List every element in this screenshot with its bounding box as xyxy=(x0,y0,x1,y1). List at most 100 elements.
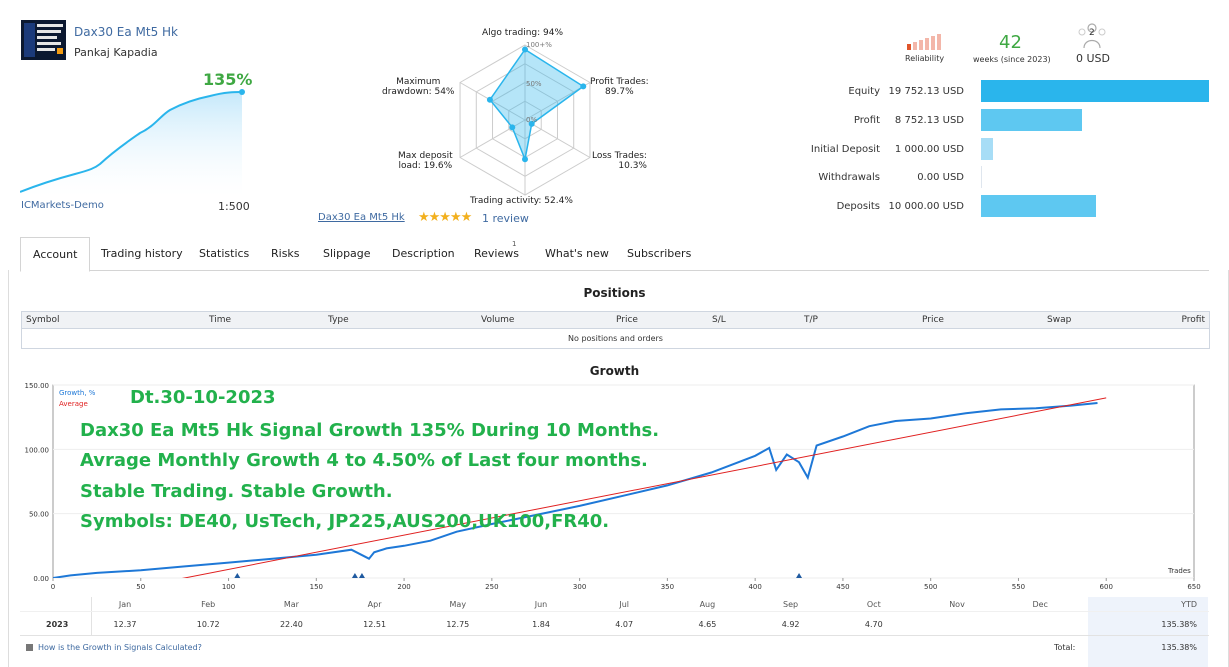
author-name[interactable]: Pankaj Kapadia xyxy=(74,46,158,59)
month-header-5: Jun xyxy=(534,600,548,609)
radar-label-algo: Algo trading: 94% xyxy=(482,28,564,38)
growth-x-tick-13: 650 xyxy=(1187,583,1200,591)
rating-stars: ★★★★★ xyxy=(418,210,472,225)
growth-y-tick-3: 0.00 xyxy=(33,575,49,583)
radar-label-activity: Trading activity: 52.4% xyxy=(470,196,573,206)
balance-bar-3 xyxy=(981,166,982,188)
growth-x-tick-7: 350 xyxy=(661,583,674,591)
radar-chart xyxy=(459,44,591,196)
month-header-3: Apr xyxy=(367,600,382,609)
balance-bar-2 xyxy=(981,138,993,160)
month-value-2: 22.40 xyxy=(279,620,303,629)
month-header-9: Oct xyxy=(866,600,881,609)
reliability-label: Reliability xyxy=(905,54,945,63)
reviews-badge: 1 xyxy=(512,240,517,248)
positions-title: Positions xyxy=(583,286,646,300)
tab-slippage[interactable]: Slippage xyxy=(323,247,371,260)
growth-x-tick-9: 450 xyxy=(836,583,849,591)
signal-name[interactable]: Dax30 Ea Mt5 Hk xyxy=(74,25,179,39)
radar-label-r0: 0% xyxy=(526,116,538,124)
monthly-divider-v xyxy=(91,597,92,635)
help-link[interactable]: How is the Growth in Signals Calculated? xyxy=(38,643,202,652)
reviews-link[interactable]: 1 review xyxy=(482,212,529,225)
growth-x-tick-6: 300 xyxy=(573,583,586,591)
overlay-line-1: Dax30 Ea Mt5 Hk Signal Growth 135% Durin… xyxy=(80,420,660,441)
growth-marker-0 xyxy=(234,573,241,578)
col-price-current: Price xyxy=(922,315,944,325)
month-header-8: Sep xyxy=(783,600,799,609)
growth-series-average xyxy=(181,397,1107,578)
radar-label-profit: Profit Trades: 89.7% xyxy=(590,77,649,97)
tab-subscribers[interactable]: Subscribers xyxy=(627,247,692,260)
balance-label-4: Deposits xyxy=(836,201,880,212)
overlay-date: Dt.30-10-2023 xyxy=(130,387,276,408)
tab-account[interactable]: Account xyxy=(20,237,91,272)
growth-series-growth xyxy=(53,402,1098,578)
weeks-value: 42 xyxy=(999,32,1022,53)
tab-whats-new[interactable]: What's new xyxy=(545,247,609,260)
trades-label: Trades xyxy=(1168,567,1191,575)
balance-bar-4 xyxy=(981,195,1097,217)
growth-x-tick-3: 150 xyxy=(310,583,323,591)
tab-trading-history[interactable]: Trading history xyxy=(101,247,183,260)
weeks-label: weeks (since 2023) xyxy=(973,55,1051,64)
col-time: Time xyxy=(209,315,232,325)
radar-label-r100: 100+% xyxy=(526,41,552,49)
growth-x-tick-4: 200 xyxy=(397,583,410,591)
month-header-2: Mar xyxy=(283,600,299,609)
growth-marker-1 xyxy=(351,573,358,578)
col-profit: Profit xyxy=(1181,315,1205,325)
mini-growth-line xyxy=(20,91,243,193)
growth-x-tick-1: 50 xyxy=(136,583,145,591)
month-header-10: Nov xyxy=(949,600,965,609)
month-value-8: 4.92 xyxy=(781,620,800,629)
radar-label-drawdown: Maximum drawdown: 54% xyxy=(382,77,455,97)
subscribers-icon xyxy=(1078,23,1106,49)
growth-x-tick-0: 0 xyxy=(51,583,55,591)
balance-value-1: 8 752.13 USD xyxy=(894,115,964,126)
month-value-4: 12.75 xyxy=(446,620,470,629)
radar-label-r50: 50% xyxy=(526,80,542,88)
radar-point-drawdown xyxy=(486,96,493,103)
radar-point-profit xyxy=(580,83,587,90)
tab-description[interactable]: Description xyxy=(392,247,455,260)
rating-link[interactable]: Dax30 Ea Mt5 Hk xyxy=(318,212,405,223)
tab-reviews[interactable]: Reviews xyxy=(474,247,519,260)
ytd-value: 135.38% xyxy=(1161,620,1197,629)
balance-label-2: Initial Deposit xyxy=(810,144,880,155)
monthly-divider-h xyxy=(20,635,1209,636)
col-swap: Swap xyxy=(1047,315,1072,325)
radar-label-loss: Loss Trades: 10.3% xyxy=(592,151,647,171)
growth-x-tick-12: 600 xyxy=(1100,583,1113,591)
balance-label-0: Equity xyxy=(848,86,880,97)
month-value-6: 4.07 xyxy=(615,620,634,629)
radar-point-activity xyxy=(522,156,528,163)
broker-name[interactable]: ICMarkets-Demo xyxy=(21,200,104,211)
growth-percent: 135% xyxy=(203,70,253,89)
radar-point-algo xyxy=(522,46,528,53)
month-header-7: Aug xyxy=(699,600,716,609)
month-value-5: 1.84 xyxy=(532,620,550,629)
month-value-7: 4.65 xyxy=(698,620,717,629)
year-label: 2023 xyxy=(46,620,69,629)
growth-chart: 150.00 100.00 50.00 0.000 50 100 150 200 250 300 3… xyxy=(25,382,1201,591)
tab-statistics[interactable]: Statistics xyxy=(199,247,250,260)
col-symbol: Symbol xyxy=(26,315,60,325)
balance-bar-1 xyxy=(981,109,1083,131)
overlay-line-4: Symbols: DE40, UsTech, JP225,AUS200,UK10… xyxy=(80,511,610,532)
growth-marker-2 xyxy=(358,573,365,578)
signal-avatar[interactable] xyxy=(21,20,66,60)
col-volume: Volume xyxy=(481,315,515,325)
growth-x-tick-10: 500 xyxy=(924,583,937,591)
col-type: Type xyxy=(328,315,349,325)
help-icon xyxy=(26,644,33,651)
growth-x-tick-11: 550 xyxy=(1012,583,1025,591)
radar-point-deposit xyxy=(509,124,516,131)
month-header-6: Jul xyxy=(619,600,630,609)
overlay-line-3: Stable Trading. Stable Growth. xyxy=(80,481,393,502)
month-header-1: Feb xyxy=(201,600,216,609)
tab-risks[interactable]: Risks xyxy=(271,247,300,260)
col-sl: S/L xyxy=(712,315,726,325)
growth-x-tick-2: 100 xyxy=(222,583,235,591)
subscribers-value: 0 USD xyxy=(1076,52,1110,65)
